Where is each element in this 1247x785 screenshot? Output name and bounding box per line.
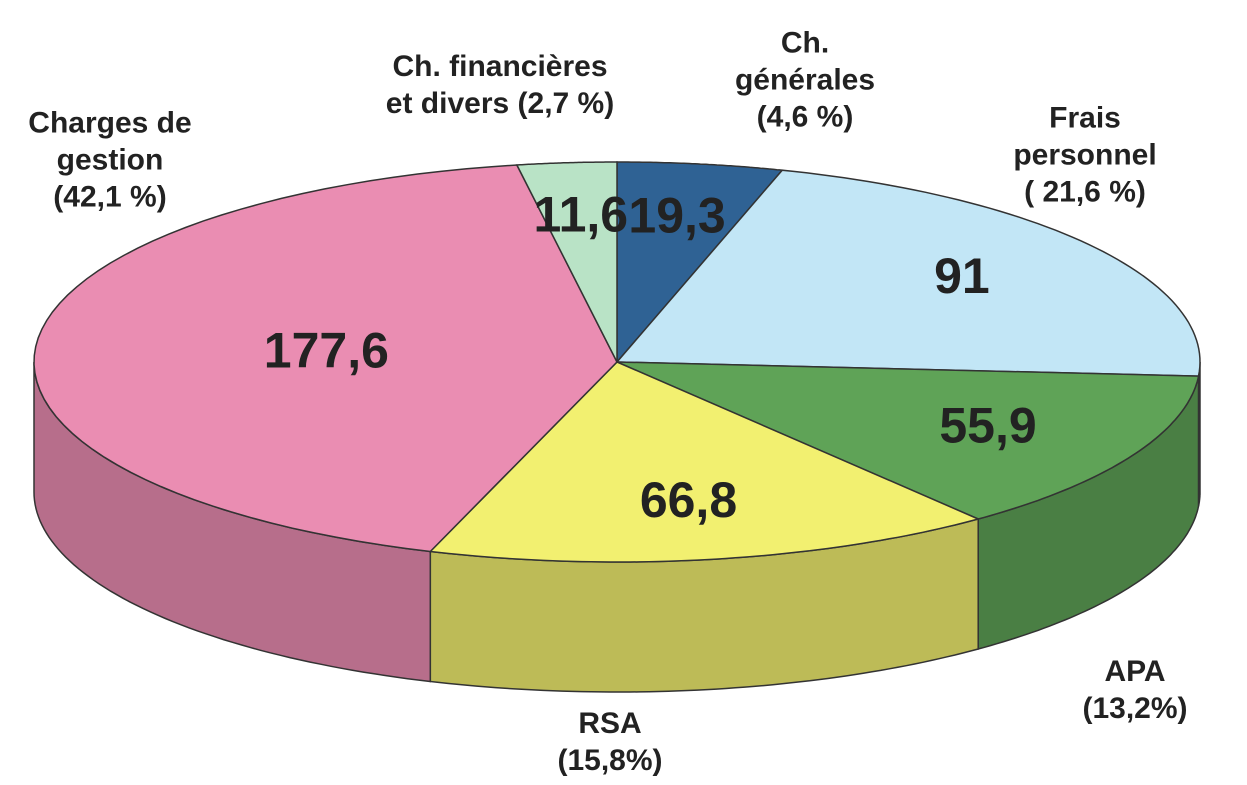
value-label: 66,8	[640, 472, 737, 528]
value-label: 177,6	[264, 323, 389, 379]
value-label: 11,6	[534, 187, 629, 243]
category-label: APA (13,2%)	[1082, 655, 1188, 725]
pie-slice	[33, 164, 618, 553]
category-label: RSA (15,8%)	[557, 707, 663, 777]
value-label: 55,9	[939, 398, 1036, 454]
pie-slice	[428, 361, 981, 563]
pie-slice	[515, 161, 618, 363]
pie-slice	[615, 169, 1201, 377]
value-label: 19,3	[628, 188, 725, 244]
category-label: Charges de gestion (42,1 %)	[28, 106, 192, 214]
category-label: Ch. financières et divers (2,7 %)	[385, 50, 615, 120]
pie-slice	[616, 161, 784, 365]
category-label: Ch. générales (4,6 %)	[734, 26, 876, 134]
value-label: 91	[934, 248, 990, 304]
category-label: Frais personnel ( 21,6 %)	[1013, 101, 1157, 209]
pie-slice	[616, 361, 1200, 520]
